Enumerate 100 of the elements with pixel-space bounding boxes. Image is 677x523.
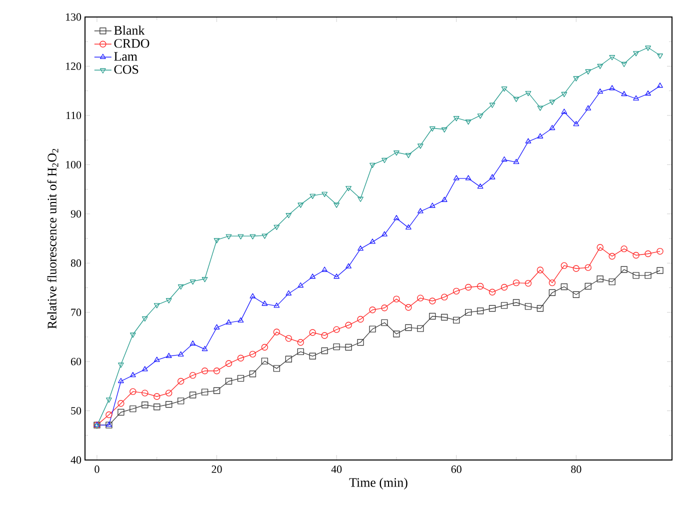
point xyxy=(274,302,280,308)
point xyxy=(298,202,304,208)
point xyxy=(524,303,532,310)
point xyxy=(477,183,484,189)
point xyxy=(657,54,663,59)
point xyxy=(453,116,460,122)
x-tick-label: 20 xyxy=(212,466,222,473)
y-tick-label: 130 xyxy=(66,13,82,21)
point xyxy=(297,348,304,356)
point xyxy=(609,85,616,90)
point xyxy=(382,231,388,236)
point xyxy=(632,272,640,279)
point xyxy=(417,208,424,214)
point xyxy=(476,282,484,290)
point xyxy=(417,325,424,332)
point xyxy=(106,398,112,403)
point xyxy=(560,283,568,290)
point xyxy=(441,294,448,300)
point xyxy=(488,305,496,312)
point xyxy=(572,291,580,298)
point xyxy=(345,344,352,351)
point xyxy=(225,360,232,367)
legend-label: Lam xyxy=(114,52,138,61)
point xyxy=(561,92,568,98)
point xyxy=(584,264,592,271)
point xyxy=(321,347,328,354)
point xyxy=(441,314,448,321)
point xyxy=(202,277,208,282)
point xyxy=(621,90,628,96)
point xyxy=(382,158,388,164)
point xyxy=(249,350,256,358)
point xyxy=(405,304,412,311)
point xyxy=(585,69,592,74)
point xyxy=(130,372,136,378)
y-tick-label: 60 xyxy=(70,358,82,366)
point xyxy=(620,266,628,273)
point xyxy=(334,202,340,208)
point xyxy=(620,245,628,252)
point xyxy=(645,46,651,51)
point xyxy=(118,400,124,407)
y-axis-title: Relative fluorescence unit of H$_{2}$O$_{2}$ xyxy=(47,148,58,329)
point xyxy=(358,196,364,202)
point xyxy=(250,293,256,298)
y-tick-label: 50 xyxy=(71,407,82,414)
point xyxy=(453,288,460,295)
point xyxy=(406,152,412,158)
point xyxy=(536,305,544,312)
point xyxy=(225,378,232,385)
point xyxy=(285,335,292,342)
point xyxy=(405,324,412,331)
point xyxy=(429,298,436,304)
point xyxy=(346,263,352,268)
point xyxy=(453,316,460,324)
point xyxy=(166,401,172,408)
point xyxy=(609,55,616,60)
point xyxy=(381,319,388,326)
point xyxy=(154,393,160,400)
point xyxy=(201,388,208,396)
point xyxy=(572,265,580,272)
point xyxy=(310,274,316,279)
point xyxy=(633,95,640,101)
point xyxy=(561,108,568,114)
point xyxy=(177,398,184,404)
y-tick-label: 40 xyxy=(70,456,82,464)
point xyxy=(298,282,304,288)
point xyxy=(406,224,412,230)
point xyxy=(322,266,328,272)
point xyxy=(621,62,628,68)
point xyxy=(213,387,220,394)
point xyxy=(237,354,244,362)
point xyxy=(489,174,496,180)
point xyxy=(394,150,400,156)
point xyxy=(358,245,364,251)
point xyxy=(130,332,136,338)
point xyxy=(441,196,448,202)
point xyxy=(154,303,160,308)
y-tick-label: 80 xyxy=(70,259,82,267)
point xyxy=(512,299,520,306)
point xyxy=(548,289,556,296)
point xyxy=(166,390,172,396)
point xyxy=(500,284,508,291)
point xyxy=(214,238,220,244)
point xyxy=(525,90,532,96)
point xyxy=(333,343,340,350)
point xyxy=(130,388,136,395)
point xyxy=(656,248,664,255)
point xyxy=(262,234,268,239)
point xyxy=(118,362,124,368)
point xyxy=(501,156,508,162)
point xyxy=(512,279,520,286)
point xyxy=(549,124,556,130)
point xyxy=(596,276,604,282)
point xyxy=(154,356,160,362)
point xyxy=(537,133,544,138)
point xyxy=(285,356,292,362)
point xyxy=(464,308,472,316)
point xyxy=(201,368,208,374)
point xyxy=(429,202,436,208)
point xyxy=(549,100,556,106)
point xyxy=(548,279,556,286)
